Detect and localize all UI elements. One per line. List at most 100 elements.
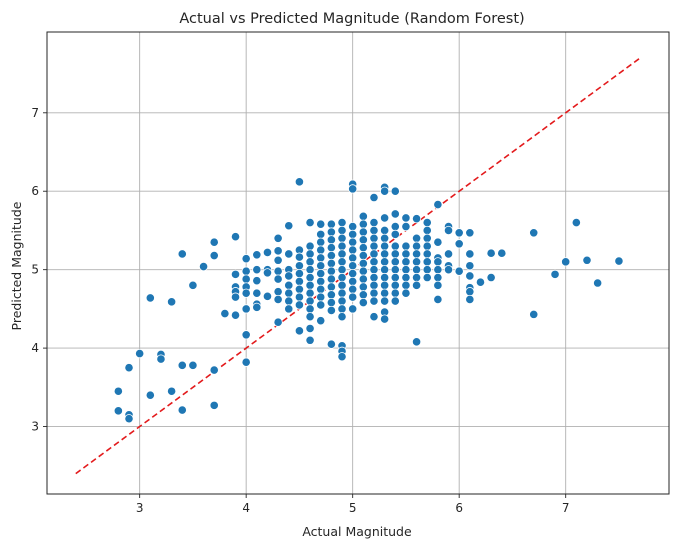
data-point xyxy=(422,249,432,259)
data-point xyxy=(305,304,315,314)
y-tick-label: 3 xyxy=(31,420,39,434)
data-point xyxy=(305,312,315,322)
data-point xyxy=(465,294,475,305)
data-point xyxy=(124,363,134,373)
data-point xyxy=(252,265,262,275)
data-point xyxy=(390,280,400,290)
data-point xyxy=(369,312,379,322)
data-point xyxy=(369,280,379,290)
reference-line xyxy=(75,57,641,475)
data-point xyxy=(358,211,368,221)
data-point xyxy=(433,294,443,305)
data-point xyxy=(369,296,379,306)
data-point xyxy=(369,241,379,251)
data-point xyxy=(390,257,400,267)
data-point xyxy=(358,235,368,245)
data-point xyxy=(305,272,315,283)
data-point xyxy=(294,292,305,302)
data-point xyxy=(411,257,422,267)
data-point xyxy=(348,292,358,302)
data-point xyxy=(188,280,198,290)
data-point xyxy=(284,296,294,306)
data-point xyxy=(326,290,336,300)
data-point xyxy=(177,360,187,370)
data-point xyxy=(369,233,379,243)
data-point xyxy=(337,241,347,251)
data-point xyxy=(422,233,432,243)
data-point xyxy=(380,296,390,306)
data-point xyxy=(188,360,198,370)
data-point xyxy=(348,261,358,271)
data-point xyxy=(401,249,411,259)
data-point xyxy=(124,414,134,424)
data-point xyxy=(422,272,432,283)
data-point xyxy=(390,186,400,196)
data-point xyxy=(326,266,336,276)
data-point xyxy=(326,235,336,245)
data-point xyxy=(411,233,422,243)
data-point xyxy=(422,225,432,236)
data-point xyxy=(348,304,358,314)
data-point xyxy=(241,330,251,340)
data-point xyxy=(305,265,315,275)
data-point xyxy=(422,218,432,228)
data-point xyxy=(390,272,400,283)
data-point xyxy=(401,272,411,283)
data-point xyxy=(316,261,326,271)
data-point xyxy=(529,309,539,319)
data-point xyxy=(294,276,305,287)
data-point xyxy=(433,237,443,247)
data-point xyxy=(294,252,305,262)
data-point xyxy=(465,249,475,259)
y-tick-label: 7 xyxy=(31,106,39,120)
data-point xyxy=(316,229,326,239)
data-point xyxy=(241,357,251,367)
data-point xyxy=(337,272,347,283)
data-point xyxy=(348,237,358,247)
x-tick-label: 4 xyxy=(242,501,250,515)
data-point xyxy=(337,312,347,322)
data-point xyxy=(348,229,358,239)
data-point xyxy=(486,272,496,283)
data-point xyxy=(241,254,251,264)
data-point xyxy=(316,316,326,326)
data-point xyxy=(294,261,305,271)
data-point xyxy=(156,354,166,364)
data-point xyxy=(348,253,358,263)
data-point xyxy=(209,365,219,375)
x-tick-label: 7 xyxy=(562,501,570,515)
data-point xyxy=(294,284,305,294)
data-point xyxy=(369,257,379,267)
data-point xyxy=(326,305,336,316)
data-point xyxy=(348,284,358,294)
data-point xyxy=(316,245,326,255)
data-point xyxy=(401,221,411,232)
data-point xyxy=(380,280,390,290)
data-point xyxy=(337,304,347,314)
data-point xyxy=(135,348,145,359)
data-point xyxy=(465,271,475,281)
data-point xyxy=(561,257,571,267)
data-point xyxy=(316,292,326,302)
data-point xyxy=(369,192,379,203)
data-point xyxy=(380,241,390,251)
data-point xyxy=(273,317,283,327)
data-point xyxy=(348,276,358,287)
data-point xyxy=(369,288,379,298)
y-axis-label: Predicted Magnitude xyxy=(9,201,24,330)
data-point xyxy=(305,323,315,334)
data-point xyxy=(380,288,390,298)
data-point xyxy=(305,257,315,267)
data-point xyxy=(411,241,422,251)
data-point xyxy=(411,280,422,290)
data-point xyxy=(348,184,358,194)
data-point xyxy=(358,282,368,292)
data-point xyxy=(348,268,358,279)
data-point xyxy=(369,272,379,283)
data-point xyxy=(454,228,464,238)
data-point xyxy=(390,241,400,251)
data-point xyxy=(305,288,315,298)
data-point xyxy=(230,310,241,320)
data-point xyxy=(326,227,336,237)
data-point xyxy=(209,250,219,261)
